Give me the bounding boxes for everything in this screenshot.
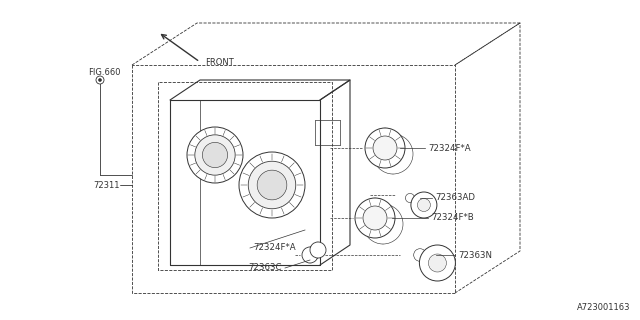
Circle shape [428, 254, 447, 272]
Text: 72363C: 72363C [248, 263, 282, 273]
Circle shape [411, 192, 437, 218]
Text: 72324F*A: 72324F*A [253, 244, 296, 252]
Circle shape [419, 245, 456, 281]
Text: 72324F*A: 72324F*A [428, 143, 470, 153]
Circle shape [257, 170, 287, 200]
Circle shape [310, 242, 326, 258]
Text: 72311: 72311 [93, 180, 120, 189]
Circle shape [363, 204, 403, 244]
Text: FRONT: FRONT [205, 58, 234, 67]
Circle shape [195, 135, 235, 175]
Circle shape [373, 134, 413, 174]
Text: 72324F*B: 72324F*B [431, 213, 474, 222]
Circle shape [417, 198, 431, 212]
Circle shape [96, 76, 104, 84]
Text: A723001163: A723001163 [577, 303, 630, 312]
Circle shape [248, 161, 296, 209]
Circle shape [355, 198, 395, 238]
Circle shape [202, 142, 228, 168]
Circle shape [373, 136, 397, 160]
Circle shape [406, 194, 415, 203]
Text: 72363N: 72363N [458, 251, 492, 260]
Circle shape [99, 78, 102, 82]
Circle shape [413, 249, 426, 261]
Text: 72363AD: 72363AD [435, 194, 475, 203]
Circle shape [365, 128, 405, 168]
Text: FIG.660: FIG.660 [88, 68, 120, 76]
Circle shape [239, 152, 305, 218]
Circle shape [363, 206, 387, 230]
Circle shape [302, 247, 318, 263]
Circle shape [187, 127, 243, 183]
